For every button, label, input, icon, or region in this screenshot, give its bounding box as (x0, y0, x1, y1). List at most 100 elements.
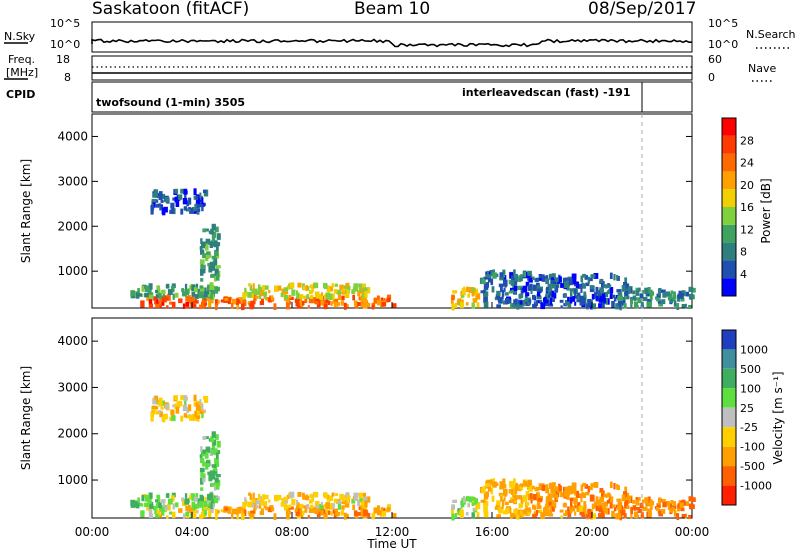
power-cell (231, 299, 237, 305)
power-cell (530, 290, 533, 294)
power-cell (259, 290, 264, 297)
power-cell (231, 303, 234, 309)
power-cell (288, 295, 292, 299)
power-cell (567, 296, 570, 302)
date-title: 08/Sep/2017 (588, 0, 696, 19)
power-cell (366, 303, 371, 308)
velocity-cell (571, 487, 577, 494)
power-colorbar-label: Power [dB] (759, 178, 773, 243)
power-cell (546, 293, 549, 300)
power-cell (155, 293, 160, 299)
velocity-cell (606, 494, 611, 498)
velocity-cell (159, 397, 163, 405)
velocity-cell (339, 493, 344, 500)
power-cell (353, 284, 359, 292)
velocity-cell (212, 439, 217, 446)
power-cell (498, 297, 503, 304)
velocity-cell (595, 505, 599, 511)
velocity-cell (201, 412, 204, 419)
velocity-cell (236, 514, 239, 520)
power-cell (203, 302, 208, 306)
velocity-cell (672, 504, 677, 510)
velocity-colorbar: 1000 500 100 25 -25 -100 -500 -1000 Velocity [m… (721, 329, 785, 506)
power-cell (624, 290, 629, 296)
power-cell (167, 289, 173, 295)
power-cell (551, 283, 557, 289)
velocity-cell (201, 510, 204, 517)
velocity-cell (195, 509, 199, 514)
power-cell (259, 300, 264, 306)
power-cell (635, 287, 639, 292)
velocity-colorbar-swatch (722, 407, 736, 428)
power-cell (306, 294, 310, 300)
power-cell (303, 286, 307, 291)
power-cell (262, 285, 266, 291)
velocity-cell (160, 406, 164, 410)
velocity-cell (337, 500, 342, 504)
power-cell (598, 298, 603, 303)
power-cell (333, 301, 337, 308)
power-cell (589, 277, 593, 282)
power-cell (657, 288, 661, 296)
power-cell (158, 301, 161, 306)
power-cell (591, 293, 595, 300)
power-cell (340, 300, 345, 306)
power-cell (184, 289, 189, 296)
power-cell (679, 292, 684, 299)
power-cell (227, 297, 231, 305)
velocity-cell (492, 478, 495, 485)
velocity-cell (211, 431, 216, 438)
power-cell (536, 295, 542, 300)
power-cell (193, 298, 197, 304)
velocity-cell (309, 499, 313, 504)
power-cell (291, 289, 296, 296)
velocity-cell (688, 503, 694, 509)
power-cell (283, 294, 289, 300)
power-cell (500, 286, 503, 293)
velocity-cell (295, 511, 300, 517)
power-cell (211, 223, 216, 231)
power-cell (257, 284, 261, 291)
power-cell (627, 287, 631, 294)
power-cell (203, 189, 207, 194)
velocity-cell (214, 434, 219, 440)
power-cell (294, 298, 298, 303)
velocity-cell (182, 513, 185, 519)
velocity-cell (536, 494, 541, 502)
velocity-cell (333, 498, 338, 503)
power-cell (329, 293, 333, 300)
velocity-cell (571, 482, 577, 488)
velocity-cell (305, 494, 308, 501)
power-cell (160, 199, 164, 203)
power-cell (191, 206, 197, 212)
power-cell (571, 278, 577, 285)
power-cell (192, 303, 197, 309)
velocity-cell (617, 505, 622, 511)
power-cell (672, 295, 677, 300)
velocity-cell (297, 492, 302, 497)
velocity-colorbar-tick: -25 (740, 421, 758, 434)
power-colorbar-swatch (722, 135, 736, 154)
velocity-cell (360, 510, 364, 517)
velocity-cell (130, 499, 135, 507)
power-cell (587, 276, 590, 284)
velocity-cell (450, 507, 454, 514)
power-cell (649, 291, 655, 296)
velocity-cell (155, 410, 160, 415)
velocity-cell (662, 501, 667, 508)
power-cell (360, 300, 364, 307)
velocity-cell (548, 501, 553, 506)
power-cell (184, 283, 188, 290)
velocity-cell (525, 501, 530, 506)
power-cell (551, 290, 555, 297)
power-ytick-label: 4000 (57, 129, 88, 143)
velocity-cell (296, 514, 301, 519)
power-cell (202, 241, 206, 246)
velocity-cell (148, 492, 153, 499)
power-cell (182, 303, 185, 309)
velocity-cell (613, 483, 616, 490)
power-cell (344, 293, 350, 298)
velocity-cell (532, 504, 536, 510)
power-colorbar-tick: 24 (740, 157, 754, 170)
velocity-cell (593, 501, 598, 509)
